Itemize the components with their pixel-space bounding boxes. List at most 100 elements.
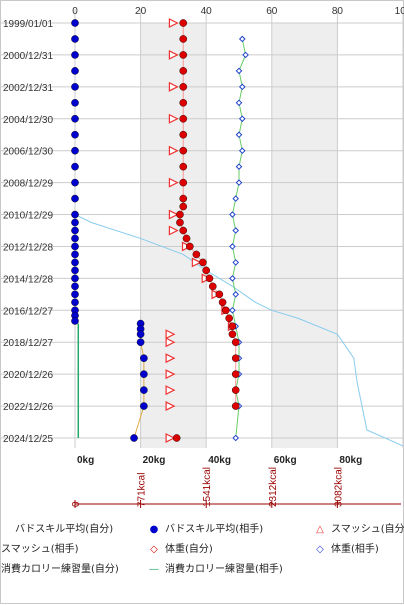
weight-marker bbox=[235, 99, 243, 107]
skill-marker-mine bbox=[71, 99, 79, 107]
weight-marker bbox=[232, 291, 240, 298]
weight-marker bbox=[229, 243, 236, 250]
skill-marker-opponent bbox=[231, 354, 240, 362]
y-tick-label: 2022/12/26 bbox=[3, 402, 53, 413]
y-tick-label: 2006/12/30 bbox=[3, 147, 53, 158]
legend-label: 体重(自分) bbox=[165, 544, 213, 555]
weight-marker bbox=[229, 211, 236, 218]
smash-marker bbox=[168, 209, 179, 220]
legend-item: ◇ 体重(相手) bbox=[313, 540, 379, 556]
skill-marker-opponent bbox=[179, 99, 188, 107]
skill-marker-opponent bbox=[179, 35, 188, 43]
weight-line bbox=[231, 38, 247, 439]
skill-marker-mine bbox=[71, 218, 79, 227]
skill-marker-mine bbox=[71, 242, 79, 251]
skill-marker-opponent bbox=[179, 51, 188, 59]
skill-marker-opponent bbox=[179, 226, 188, 235]
skill-marker-mine bbox=[71, 178, 79, 187]
skill-marker-mine bbox=[71, 282, 79, 291]
smash-marker bbox=[165, 337, 176, 348]
skill-marker-mine bbox=[71, 19, 79, 27]
legend-label: 消費カロリー練習量(相手) bbox=[165, 564, 283, 575]
skill-marker-opponent bbox=[205, 274, 214, 283]
smash-marker bbox=[168, 145, 179, 156]
skill-marker-opponent bbox=[231, 386, 240, 394]
skill-marker-mine bbox=[71, 226, 79, 235]
weight-marker bbox=[238, 83, 246, 91]
legend-item: ● バドスキル平均(相手) bbox=[147, 520, 263, 536]
legend-symbol-icon: — bbox=[149, 563, 159, 575]
smash-marker bbox=[168, 81, 179, 92]
legend-label: スマッシュ(自分) bbox=[331, 524, 404, 535]
legend-symbol-icon: ● bbox=[149, 523, 159, 535]
skill-marker-opponent bbox=[179, 194, 188, 203]
x-tick-label-top: 60 bbox=[266, 6, 278, 17]
skill-marker-mine bbox=[71, 130, 79, 139]
skill-marker-mine bbox=[71, 210, 79, 219]
skill-marker-mine bbox=[71, 83, 79, 91]
skill-line-opponent bbox=[179, 23, 237, 407]
y-tick-label: 1999/01/01 bbox=[3, 19, 53, 30]
x-tick-label-top: 0 bbox=[72, 6, 78, 17]
weight-marker bbox=[232, 259, 240, 266]
skill-marker-mine bbox=[71, 35, 79, 43]
kcal-tick-label: 2312kcal bbox=[268, 467, 279, 507]
skill-marker-opponent bbox=[179, 178, 188, 187]
smash-marker bbox=[168, 18, 179, 28]
smash-marker bbox=[165, 433, 176, 443]
weight-marker bbox=[238, 147, 246, 154]
x-tick-label-top: 100 bbox=[395, 6, 404, 17]
skill-marker-opponent bbox=[182, 234, 191, 243]
skill-marker-mine bbox=[71, 317, 79, 325]
skill-marker-mine bbox=[71, 258, 79, 267]
x-tick-label-top: 40 bbox=[201, 6, 213, 17]
legend-item: ◇ 体重(自分) bbox=[147, 540, 213, 556]
weight-marker bbox=[235, 163, 243, 170]
skill-marker-mine bbox=[71, 146, 79, 155]
skill-marker-mine bbox=[71, 290, 79, 299]
skill-marker-opponent bbox=[185, 242, 194, 251]
legend-label: 消費カロリー練習量(自分) bbox=[1, 564, 119, 575]
skill-marker-opponent bbox=[199, 258, 207, 267]
y-tick-label: 2012/12/28 bbox=[3, 242, 53, 253]
skill-marker-mine bbox=[140, 402, 148, 410]
skill-marker-opponent bbox=[208, 282, 217, 291]
legend-item: バドスキル平均(自分) bbox=[0, 520, 113, 535]
legend-item: スマッシュ(相手) bbox=[1, 540, 79, 555]
x-tick-label-bottom: 60kg bbox=[274, 455, 297, 466]
y-tick-label: 2024/12/25 bbox=[3, 434, 53, 445]
skill-marker-opponent bbox=[222, 306, 230, 315]
kcal-line-opponent bbox=[74, 214, 404, 447]
weight-marker bbox=[235, 131, 243, 139]
x-tick-label-bottom: 20kg bbox=[143, 455, 166, 466]
weight-marker bbox=[238, 35, 246, 43]
smash-marker bbox=[165, 401, 176, 412]
weight-marker bbox=[238, 115, 246, 123]
x-tick-label-bottom: 80kg bbox=[339, 455, 362, 466]
weight-marker bbox=[232, 227, 240, 234]
skill-marker-mine bbox=[136, 330, 145, 339]
skill-marker-opponent bbox=[225, 314, 233, 323]
skill-marker-opponent bbox=[192, 250, 201, 259]
kcal-tick-label: 3082kcal bbox=[333, 467, 344, 507]
smash-marker bbox=[168, 113, 179, 124]
x-tick-label-top: 80 bbox=[332, 6, 344, 17]
y-tick-label: 2000/12/31 bbox=[3, 51, 53, 62]
skill-marker-mine bbox=[71, 234, 79, 243]
legend-label: スマッシュ(相手) bbox=[1, 544, 79, 555]
kcal-tick-label: 771kcal bbox=[137, 473, 148, 507]
weight-marker bbox=[232, 434, 240, 442]
weight-marker bbox=[229, 275, 236, 282]
skill-marker-opponent bbox=[172, 434, 181, 442]
skill-marker-opponent bbox=[179, 162, 188, 171]
skill-marker-opponent bbox=[179, 130, 188, 139]
skill-marker-mine bbox=[71, 67, 79, 75]
skill-marker-mine bbox=[140, 370, 148, 378]
smash-marker bbox=[165, 329, 176, 340]
skill-marker-opponent bbox=[179, 83, 188, 91]
skill-marker-mine bbox=[71, 162, 79, 171]
skill-marker-opponent bbox=[179, 114, 188, 123]
y-tick-label: 2010/12/29 bbox=[3, 211, 53, 222]
